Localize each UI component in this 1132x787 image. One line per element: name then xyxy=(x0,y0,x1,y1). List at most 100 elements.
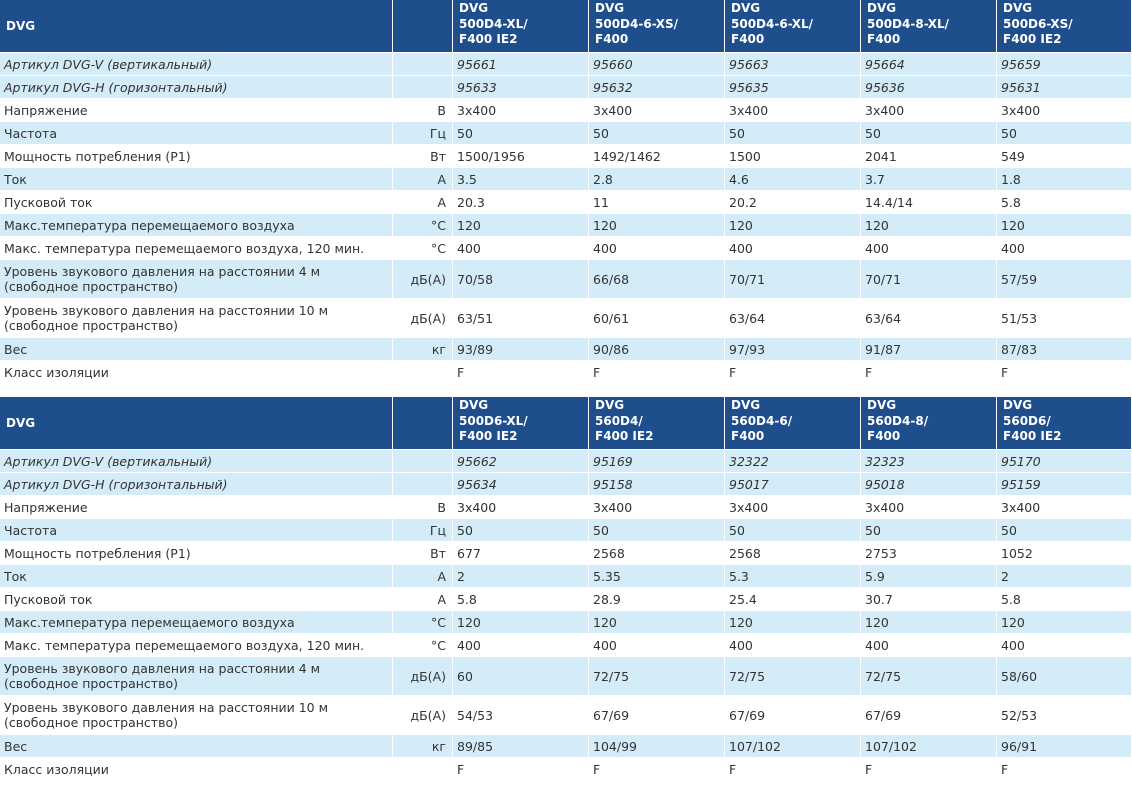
row-value: 50 xyxy=(861,519,996,541)
table-row: Пусковой ток А 5.8 28.9 25.4 30.7 5.8 xyxy=(0,588,1132,610)
row-value: 1052 xyxy=(1001,545,1033,561)
row-value: 72/75 xyxy=(589,657,724,695)
table-row: Макс. температура перемещаемого воздуха,… xyxy=(0,634,1132,656)
table-row: Уровень звукового давления на расстоянии… xyxy=(0,260,1132,298)
row-value: 5.3 xyxy=(725,565,860,587)
row-label: Уровень звукового давления на расстоянии… xyxy=(4,303,329,333)
row-label: Вес xyxy=(0,338,392,360)
row-unit: А xyxy=(393,168,452,190)
row-value: 95659 xyxy=(997,53,1131,75)
header-model: DVG 560D4-6/ F400 xyxy=(725,397,860,449)
row-unit: дБ(А) xyxy=(393,260,452,298)
row-value: 677 xyxy=(457,545,481,561)
row-unit: Гц xyxy=(393,519,452,541)
row-value: 400 xyxy=(729,637,753,653)
row-value: 95660 xyxy=(589,53,724,75)
row-unit: кг xyxy=(393,338,452,360)
row-value: 120 xyxy=(725,214,860,236)
row-value: 400 xyxy=(1001,637,1025,653)
row-value: 51/53 xyxy=(1001,310,1038,326)
row-value: 2568 xyxy=(593,545,625,561)
row-unit: Вт xyxy=(430,545,446,561)
header-model: DVG 500D6-XL/ F400 IE2 xyxy=(453,397,588,449)
row-value: 1500/1956 xyxy=(457,148,525,164)
row-value: 4.6 xyxy=(725,168,860,190)
row-value: 63/51 xyxy=(457,310,494,326)
row-value: 95634 xyxy=(453,473,588,495)
row-value: 2 xyxy=(453,565,588,587)
table-row: Артикул DVG-H (горизонтальный) 95634 951… xyxy=(0,473,1132,495)
row-value: 28.9 xyxy=(593,591,621,607)
row-label: Артикул DVG-H (горизонтальный) xyxy=(0,76,392,98)
row-value: 5.8 xyxy=(1001,591,1021,607)
row-label: Ток xyxy=(0,168,392,190)
row-label: Частота xyxy=(0,122,392,144)
row-value: 91/87 xyxy=(861,338,996,360)
row-unit: Вт xyxy=(430,148,446,164)
row-unit: А xyxy=(437,591,446,607)
row-value: 95631 xyxy=(997,76,1131,98)
row-value: 50 xyxy=(997,519,1131,541)
header-model: DVG 500D6-XS/ F400 IE2 xyxy=(997,0,1131,52)
row-value: 5.8 xyxy=(457,591,477,607)
row-value: 30.7 xyxy=(865,591,893,607)
row-unit: °С xyxy=(393,214,452,236)
row-unit: дБ(А) xyxy=(393,657,452,695)
row-label: Напряжение xyxy=(4,102,88,118)
row-value: F xyxy=(593,364,601,380)
row-value: 95664 xyxy=(861,53,996,75)
row-value: 104/99 xyxy=(589,735,724,757)
row-value: 1500 xyxy=(729,148,761,164)
row-value: 87/83 xyxy=(997,338,1131,360)
row-value: 11 xyxy=(593,194,609,210)
row-value: 67/69 xyxy=(865,707,902,723)
table-row: Ток А 2 5.35 5.3 5.9 2 xyxy=(0,565,1132,587)
row-value: F xyxy=(865,761,873,777)
row-value: 95661 xyxy=(453,53,588,75)
table-row: Класс изоляции F F F F F xyxy=(0,361,1132,383)
row-value: 3x400 xyxy=(729,102,769,118)
row-value: 57/59 xyxy=(997,260,1131,298)
row-value: F xyxy=(729,364,737,380)
row-value: 120 xyxy=(453,611,588,633)
row-label: Макс.температура перемещаемого воздуха xyxy=(0,611,392,633)
row-value: F xyxy=(729,761,737,777)
row-value: 3x400 xyxy=(593,499,633,515)
table-row: Артикул DVG-V (вертикальный) 95661 95660… xyxy=(0,53,1132,75)
row-value: 95633 xyxy=(453,76,588,98)
row-label: Уровень звукового давления на расстоянии… xyxy=(0,657,392,695)
spec-table-1: DVG DVG 500D4-XL/ F400 IE2 DVG 500D4-6-X… xyxy=(0,0,1132,384)
table-row: Уровень звукового давления на расстоянии… xyxy=(0,657,1132,695)
table-row: Частота Гц 50 50 50 50 50 xyxy=(0,519,1132,541)
row-unit: В xyxy=(437,102,446,118)
row-value: 400 xyxy=(1001,240,1025,256)
row-value: 14.4/14 xyxy=(865,194,913,210)
row-value: 1.8 xyxy=(997,168,1131,190)
row-value: 3x400 xyxy=(457,499,497,515)
row-value: 95663 xyxy=(725,53,860,75)
row-value: 5.8 xyxy=(1001,194,1021,210)
row-value: 32322 xyxy=(725,450,860,472)
row-value: 3x400 xyxy=(865,499,905,515)
row-value: 63/64 xyxy=(729,310,766,326)
row-value: 50 xyxy=(861,122,996,144)
table-row: Ток А 3.5 2.8 4.6 3.7 1.8 xyxy=(0,168,1132,190)
row-label: Мощность потребления (P1) xyxy=(4,545,191,561)
row-value: 20.3 xyxy=(457,194,485,210)
row-value: 3.7 xyxy=(861,168,996,190)
row-value: 54/53 xyxy=(457,707,494,723)
row-value: 2753 xyxy=(865,545,897,561)
header-model-label: DVG xyxy=(0,397,392,449)
row-value: 3x400 xyxy=(729,499,769,515)
table-row: Пусковой ток А 20.3 11 20.2 14.4/14 5.8 xyxy=(0,191,1132,213)
row-value: 50 xyxy=(589,122,724,144)
header-model-label: DVG xyxy=(0,0,392,52)
table-row: Класс изоляции F F F F F xyxy=(0,758,1132,780)
row-value: 50 xyxy=(453,519,588,541)
row-unit: кг xyxy=(393,735,452,757)
header-model: DVG 560D4/ F400 IE2 xyxy=(589,397,724,449)
spec-table-2: DVG DVG 500D6-XL/ F400 IE2 DVG 560D4/ F4… xyxy=(0,397,1132,781)
row-value: 3x400 xyxy=(593,102,633,118)
table-row: Макс.температура перемещаемого воздуха °… xyxy=(0,611,1132,633)
row-unit: °С xyxy=(431,637,446,653)
